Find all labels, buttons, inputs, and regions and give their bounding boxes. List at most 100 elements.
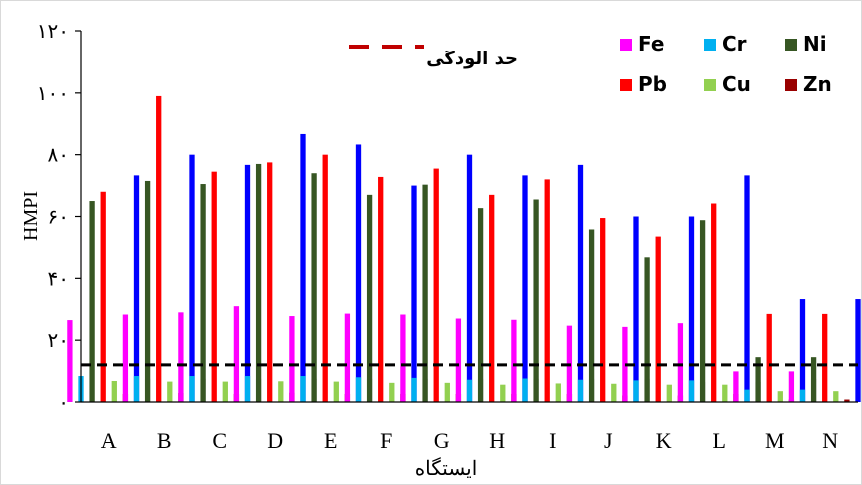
cu-bar-i [555, 383, 561, 402]
cr-bar-j [577, 379, 584, 402]
series7-bar-g [466, 154, 473, 402]
cr-bar-k [633, 380, 639, 402]
cu-bar-m [777, 391, 783, 402]
series7-bar-c [244, 164, 251, 402]
fe-bar-i [511, 319, 517, 402]
legend-swatch-ni [785, 39, 797, 51]
y-tick-label: ۱۲۰ [37, 19, 69, 43]
pb-bar-k [655, 236, 661, 402]
series7-bar-h [522, 175, 528, 402]
y-tick-label: ۶۰ [48, 205, 69, 229]
cr-bar-c [189, 376, 195, 402]
cr-bar-g [411, 377, 417, 402]
axes-layer: A B C D E F G H I J K L M N ۰ ۲۰ ۴۰ ۶۰ ۸۰ ۱۰۰ ۱۲۰ [37, 19, 858, 453]
pb-bar-h [489, 194, 495, 402]
x-tick-label-k: K [656, 428, 672, 453]
cu-bar-d [278, 381, 284, 402]
fe-bar-d [233, 306, 240, 402]
series7-bar-i [577, 164, 584, 402]
y-axis-label: HMPI [20, 191, 42, 241]
cr-bar-i [522, 378, 528, 402]
series7-bar-k [688, 216, 695, 402]
y-tick-label: ۲۰ [48, 328, 69, 352]
cu-bar-l [722, 384, 728, 402]
pb-bar-j [600, 218, 606, 402]
cu-bar-b [167, 381, 173, 402]
fe-bar-k [622, 326, 628, 402]
x-tick-label-h: H [489, 428, 505, 453]
x-tick-label-a: A [101, 428, 117, 453]
y-tick-label: ۴۰ [48, 266, 69, 290]
cu-bar-e [333, 381, 339, 402]
ni-bar-g [422, 184, 428, 402]
ni-bar-e [311, 173, 317, 402]
x-tick-label-e: E [324, 428, 337, 453]
series7-bar-j [633, 216, 639, 402]
pb-bar-m [766, 313, 772, 402]
y-tick-label: ۸۰ [48, 143, 69, 167]
cu-bar-k [666, 384, 672, 402]
fe-bar-e [289, 316, 295, 402]
pb-bar-b [156, 95, 162, 403]
cu-bar-j [611, 383, 617, 402]
cr-bar-b [133, 376, 140, 402]
x-tick-label-b: B [157, 428, 172, 453]
legend-label-fe: Fe [638, 32, 664, 56]
fe-bar-f [344, 313, 351, 402]
pb-bar-e [322, 154, 328, 402]
bars-layer [67, 95, 861, 403]
series7-bar-a [133, 175, 140, 402]
ni-bar-f [366, 194, 373, 402]
cr-bar-f [355, 377, 362, 402]
cu-bar-h [500, 384, 506, 402]
legend-swatch-fe [620, 39, 632, 51]
ni-bar-m [755, 357, 761, 402]
x-tick-label-j: J [604, 428, 613, 453]
legend-label-zn: Zn [803, 72, 832, 96]
ni-bar-d [255, 163, 262, 402]
cu-bar-g [444, 382, 450, 402]
cu-bar-a [111, 380, 117, 402]
cu-bar-c [222, 381, 228, 402]
series7-bar-n [855, 299, 861, 402]
x-tick-label-f: F [380, 428, 392, 453]
fe-bar-a [67, 320, 73, 402]
ni-bar-n [810, 357, 817, 402]
x-tick-label-m: M [765, 428, 785, 453]
zn-bar-n [844, 399, 850, 402]
x-tick-label-i: I [549, 428, 556, 453]
ni-bar-l [699, 220, 706, 402]
ni-bar-j [588, 229, 595, 402]
cu-bar-f [389, 382, 395, 402]
fe-bar-c [178, 312, 184, 402]
legend: حد آلودگی Fe Cr Ni Pb Cu Zn [349, 32, 832, 96]
fe-bar-l [677, 323, 684, 402]
fe-bar-b [122, 314, 129, 402]
legend-label-pb: Pb [638, 72, 667, 96]
series7-bar-d [300, 133, 306, 402]
x-tick-label-n: N [822, 428, 838, 453]
series7-bar-l [744, 175, 750, 402]
x-tick-label-l: L [713, 428, 726, 453]
legend-swatch-zn [785, 79, 797, 91]
cu-bar-n [833, 391, 839, 402]
fe-bar-n [788, 371, 795, 402]
ni-bar-k [644, 257, 650, 402]
pb-bar-n [822, 313, 828, 402]
x-tick-label-g: G [434, 428, 450, 453]
cr-bar-l [688, 380, 695, 402]
cr-bar-d [244, 376, 251, 402]
fe-bar-g [400, 314, 406, 402]
pb-bar-g [433, 168, 439, 402]
fe-bar-m [733, 371, 739, 402]
legend-swatch-pb [620, 79, 632, 91]
legend-swatch-cu [704, 79, 716, 91]
fe-bar-h [455, 318, 462, 402]
pb-bar-f [378, 176, 384, 402]
ni-bar-h [477, 208, 484, 402]
cr-bar-m [744, 389, 750, 402]
y-tick-label: ۱۰۰ [37, 81, 69, 105]
series7-bar-f [411, 185, 417, 402]
